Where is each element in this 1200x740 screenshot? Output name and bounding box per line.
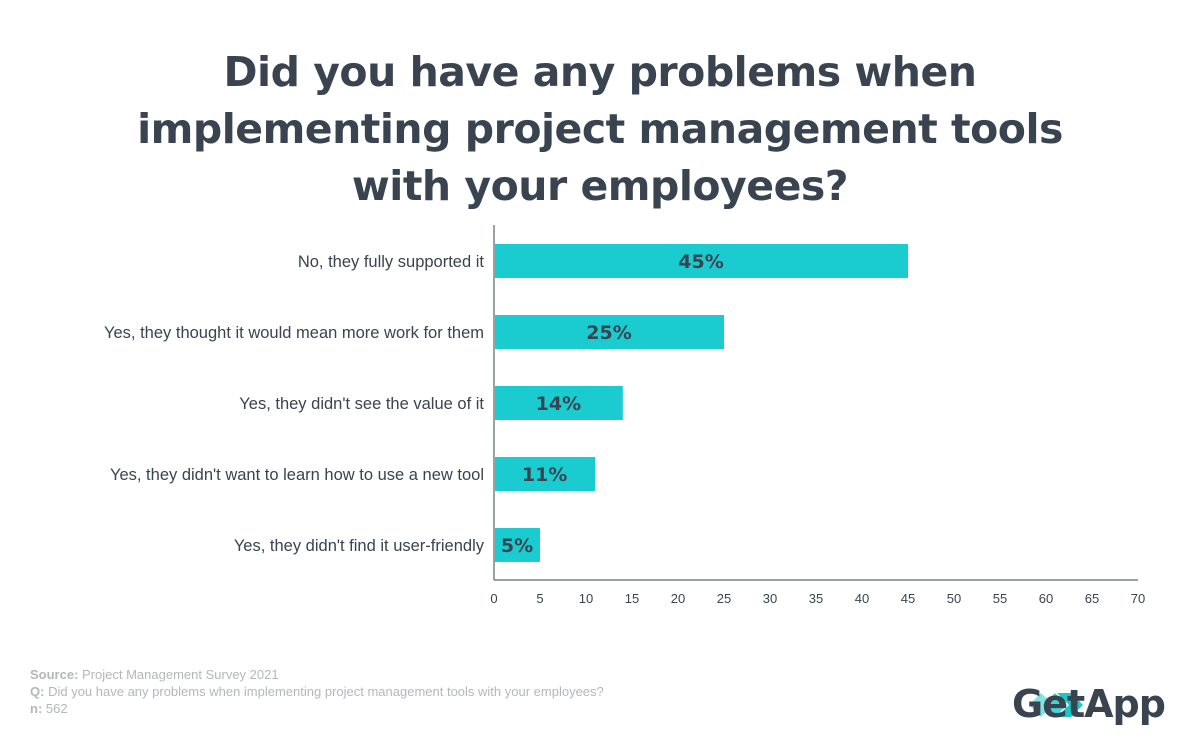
data-label: 45% bbox=[678, 251, 723, 273]
footer-question-label: Q: bbox=[30, 684, 45, 699]
chart-title-line: Did you have any problems when bbox=[223, 48, 978, 96]
x-tick-label: 15 bbox=[625, 591, 639, 606]
footer-question: Q: Did you have any problems when implem… bbox=[30, 683, 604, 700]
footer-source-label: Source: bbox=[30, 667, 79, 682]
bar bbox=[495, 457, 596, 491]
footer-source: Source: Project Management Survey 2021 bbox=[30, 666, 604, 683]
getapp-logo-text: GetApp bbox=[1012, 682, 1166, 726]
x-tick-label: 50 bbox=[947, 591, 961, 606]
data-label: 5% bbox=[501, 535, 533, 557]
x-tick-label: 20 bbox=[671, 591, 685, 606]
category-label: No, they fully supported it bbox=[298, 253, 485, 271]
bar bbox=[495, 386, 623, 420]
x-tick-label: 35 bbox=[809, 591, 823, 606]
x-tick-label: 70 bbox=[1131, 591, 1145, 606]
footer-source-text: Project Management Survey 2021 bbox=[82, 667, 279, 682]
bar bbox=[495, 315, 724, 349]
category-label: Yes, they didn't see the value of it bbox=[239, 395, 484, 413]
chart-title-line: implementing project management tools bbox=[137, 105, 1063, 153]
x-tick-label: 45 bbox=[901, 591, 915, 606]
bar-chart: 0 5 10 15 20 25 30 35 40 45 50 55 60 65 70 No, they ful… bbox=[104, 225, 1145, 606]
x-tick-label: 30 bbox=[763, 591, 777, 606]
x-tick-label: 60 bbox=[1039, 591, 1053, 606]
bar bbox=[495, 528, 540, 562]
chart-title-line: with your employees? bbox=[351, 162, 849, 210]
data-label: 11% bbox=[522, 464, 567, 486]
getapp-chevrons-icon bbox=[1029, 693, 1083, 717]
x-tick-label: 25 bbox=[717, 591, 731, 606]
x-tick-label: 5 bbox=[536, 591, 543, 606]
footer-question-text: Did you have any problems when implement… bbox=[48, 684, 604, 699]
data-label: 14% bbox=[536, 393, 581, 415]
bar bbox=[495, 244, 908, 278]
footer-n-text: 562 bbox=[45, 701, 68, 716]
x-tick-label: 55 bbox=[993, 591, 1007, 606]
category-label: Yes, they didn't want to learn how to us… bbox=[110, 466, 484, 484]
x-tick-label: 10 bbox=[579, 591, 593, 606]
x-tick-label: 0 bbox=[490, 591, 497, 606]
chart-title: Did you have any problems when implement… bbox=[0, 44, 1200, 215]
x-tick-label: 40 bbox=[855, 591, 869, 606]
footer-n-label: n: bbox=[30, 701, 43, 716]
category-label: Yes, they didn't find it user-friendly bbox=[234, 537, 485, 555]
x-tick-label: 65 bbox=[1085, 591, 1099, 606]
category-label: Yes, they thought it would mean more wor… bbox=[104, 324, 484, 342]
footer-sample-size: n: 562 bbox=[30, 700, 604, 717]
chart-footer: Source: Project Management Survey 2021 Q… bbox=[30, 666, 604, 717]
data-label: 25% bbox=[586, 322, 631, 344]
